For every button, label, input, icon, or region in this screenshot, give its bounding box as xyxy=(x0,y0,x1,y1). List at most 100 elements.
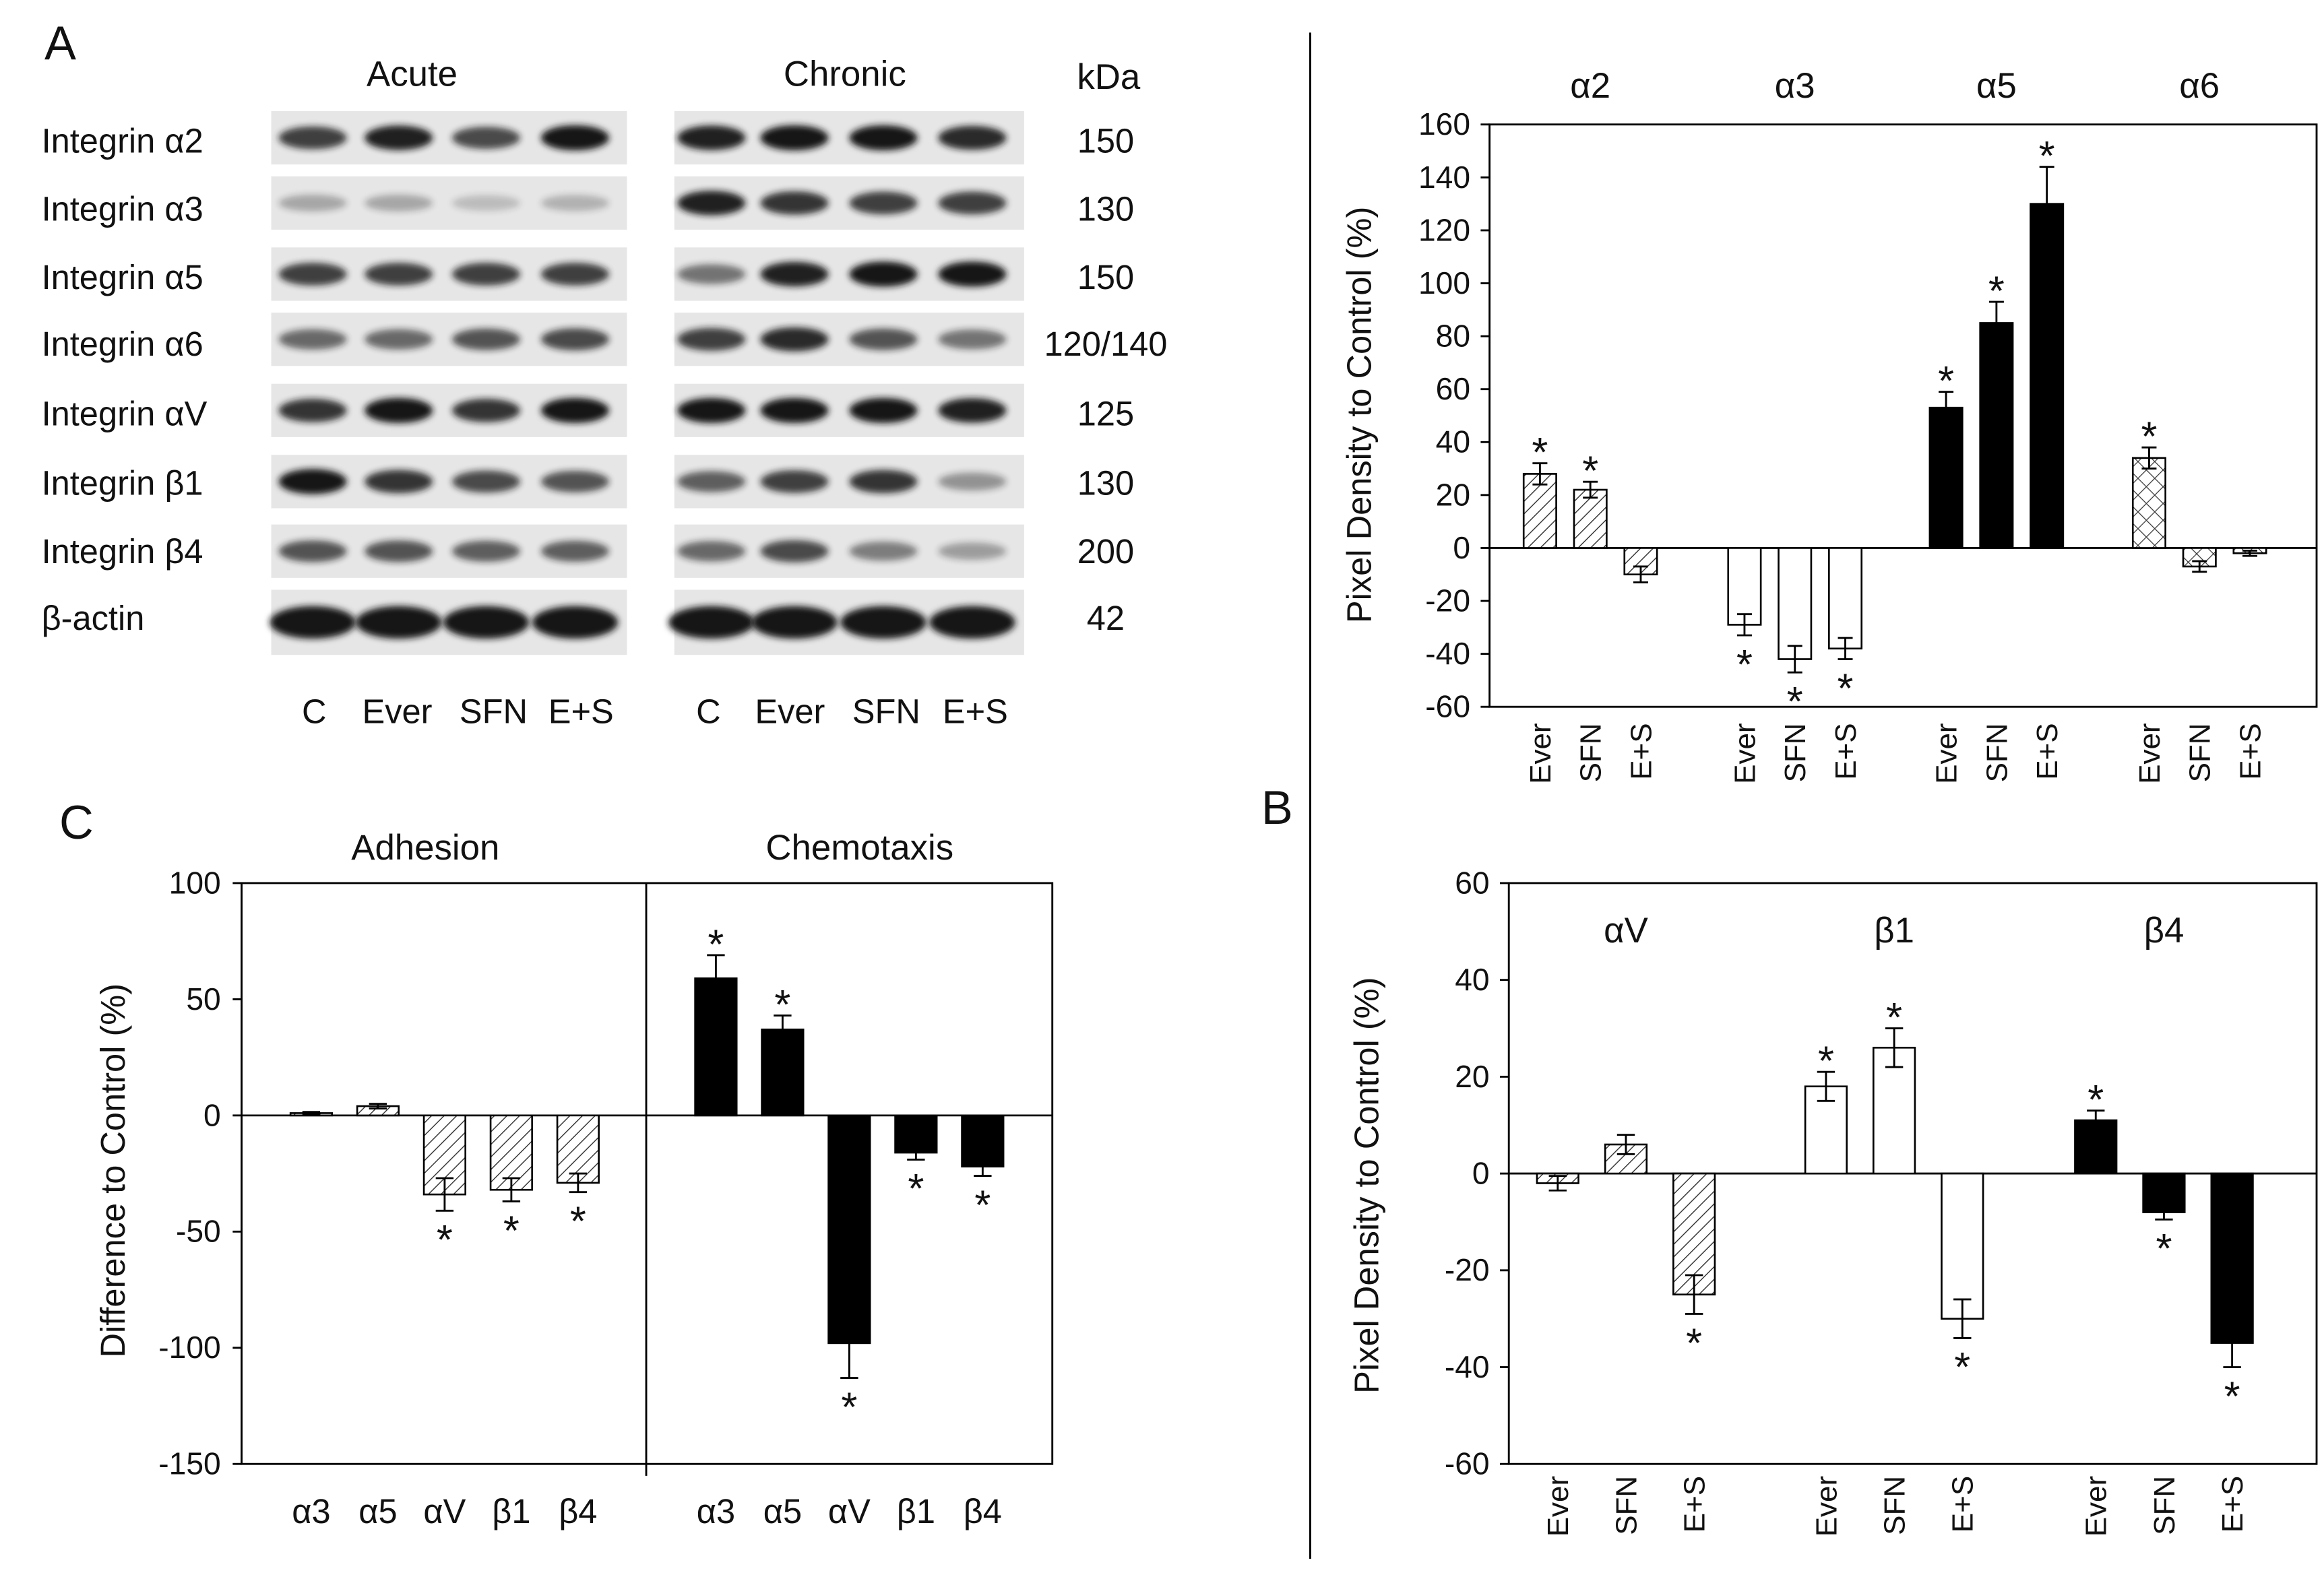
blot-row-label-integrin-alpha6: Integrin α6 xyxy=(42,325,203,363)
significance-asterisk-alpha3-sfn: * xyxy=(1787,678,1803,725)
blot-band-acute-integrin-alpha2-ever xyxy=(365,125,433,150)
bar-alpha5-e-plus-s xyxy=(2030,203,2065,549)
x-category-label-chemotaxis-alpha5: α5 xyxy=(763,1492,802,1530)
blot-band-chronic-integrin-alpha3-ever xyxy=(760,191,829,215)
y-tick-label: 60 xyxy=(1455,865,1489,900)
blot-band-acute-integrin-alpha2-sfn xyxy=(451,127,521,150)
blot-band-acute-integrin-alpha2-c xyxy=(278,126,347,150)
x-category-label-adhesion-beta4: β4 xyxy=(559,1492,597,1530)
significance-asterisk-chemotaxis-alpha3: * xyxy=(708,921,724,967)
blot-row-label-integrin-beta1: Integrin β1 xyxy=(42,464,203,503)
group-header-alphav: αV xyxy=(1604,911,1648,950)
significance-asterisk-alpha5-ever: * xyxy=(1938,358,1954,404)
y-tick-label: 50 xyxy=(186,981,220,1017)
blot-band-chronic-integrin-alpha2-sfn xyxy=(849,125,918,151)
blot-band-chronic-integrin-alphav-ever xyxy=(760,397,829,423)
blot-row-label-integrin-alphav: Integrin αV xyxy=(42,394,208,432)
blot-band-acute-integrin-alpha3-c xyxy=(278,194,347,212)
significance-asterisk-chemotaxis-beta4: * xyxy=(974,1182,991,1228)
y-tick-label: -40 xyxy=(1425,636,1470,671)
significance-asterisk-beta1-e-plus-s: * xyxy=(1954,1344,1970,1390)
significance-asterisk-adhesion-beta4: * xyxy=(570,1198,586,1244)
y-tick-label: 0 xyxy=(1453,530,1470,565)
blot-band-chronic-integrin-alpha3-e-plus-s xyxy=(938,191,1007,215)
bar-beta4-e-plus-s xyxy=(2210,1172,2254,1344)
lane-label-chronic-c: C xyxy=(696,692,721,730)
x-category-label-adhesion-beta1: β1 xyxy=(492,1492,530,1530)
blot-band-chronic-integrin-alpha2-c xyxy=(677,125,746,150)
blot-band-acute-integrin-alpha6-ever xyxy=(365,329,433,350)
blot-row-label-integrin-alpha2: Integrin α2 xyxy=(42,122,203,160)
adhesion-chemotaxis-chart: 100 50 0 -50 -100 -150 Difference to Control (… xyxy=(94,828,1054,1530)
x-category-label-chemotaxis-beta1: β1 xyxy=(897,1492,935,1530)
blot-band-acute-integrin-beta1-e-plus-s xyxy=(540,470,610,492)
y-tick-label: -50 xyxy=(176,1214,221,1249)
y-tick-label: 40 xyxy=(1436,424,1470,459)
y-tick-label: 140 xyxy=(1418,160,1470,195)
x-category-label-alphav-e-plus-s: E+S xyxy=(1678,1476,1711,1532)
y-tick-label: 160 xyxy=(1418,106,1470,141)
blot-band-acute-integrin-alphav-sfn xyxy=(451,398,521,422)
bar-alpha3-e-plus-s xyxy=(1828,547,1863,650)
blot-band-acute-integrin-beta1-c xyxy=(278,469,347,494)
y-tick-label: 120 xyxy=(1418,212,1470,247)
significance-asterisk-alpha5-e-plus-s: * xyxy=(2039,133,2055,179)
x-category-label-alpha3-ever: Ever xyxy=(1728,723,1761,783)
blot-kda-integrin-beta4: 200 xyxy=(1077,532,1134,571)
western-blot-panel: Acute Chronic kDa Integrin α2 150 Integrin α3… xyxy=(42,55,1168,731)
blot-band-chronic-integrin-alpha5-sfn xyxy=(849,261,918,287)
significance-asterisk-alpha3-ever: * xyxy=(1736,641,1753,688)
blot-band-chronic-integrin-beta1-sfn xyxy=(849,470,918,494)
y-tick-label: 20 xyxy=(1436,477,1470,512)
x-category-label-adhesion-alpha3: α3 xyxy=(292,1492,330,1530)
x-category-label-alpha2-ever: Ever xyxy=(1524,723,1557,783)
x-category-label-alpha6-ever: Ever xyxy=(2133,723,2166,783)
y-tick-label: -20 xyxy=(1445,1252,1490,1287)
x-category-label-alpha2-e-plus-s: E+S xyxy=(1625,723,1658,779)
blot-kda-integrin-alpha5: 150 xyxy=(1077,258,1134,296)
blot-condition-chronic: Chronic xyxy=(784,55,906,94)
blot-band-chronic-integrin-alpha5-c xyxy=(677,264,746,284)
bar-alpha3-sfn xyxy=(1778,547,1813,660)
blot-band-acute-beta-actin-e-plus-s xyxy=(532,606,619,639)
x-category-label-adhesion-alpha5: α5 xyxy=(358,1492,397,1530)
blot-band-chronic-integrin-alpha6-ever xyxy=(760,327,829,352)
blot-band-chronic-beta-actin-ever xyxy=(751,606,838,639)
blot-band-chronic-integrin-beta1-c xyxy=(677,471,746,492)
blot-band-chronic-integrin-alpha2-ever xyxy=(760,125,829,151)
blot-band-chronic-beta-actin-c xyxy=(668,606,755,639)
y-tick-label: 0 xyxy=(1472,1155,1490,1190)
significance-asterisk-alpha5-sfn: * xyxy=(1988,267,2005,314)
significance-asterisk-alpha3-e-plus-s: * xyxy=(1838,665,1854,711)
blot-band-chronic-integrin-alpha6-c xyxy=(677,327,746,351)
y-tick-label: 40 xyxy=(1455,962,1489,997)
bar-alpha3-ever xyxy=(1727,547,1762,626)
x-category-label-alpha6-e-plus-s: E+S xyxy=(2234,723,2267,779)
group-header-beta4: β4 xyxy=(2144,911,2185,950)
panel-label-a: A xyxy=(44,16,76,69)
significance-asterisk-beta1-ever: * xyxy=(1818,1038,1834,1085)
blot-band-acute-integrin-alpha5-ever xyxy=(365,262,433,286)
lane-label-chronic-e-plus-s: E+S xyxy=(943,692,1008,730)
bar-alpha5-ever xyxy=(1928,406,1964,549)
y-axis-title: Difference to Control (%) xyxy=(94,983,132,1358)
blot-row-label-integrin-alpha5: Integrin α5 xyxy=(42,258,203,296)
lane-label-acute-c: C xyxy=(302,692,327,730)
significance-asterisk-alpha6-ever: * xyxy=(2141,414,2157,460)
blot-band-acute-integrin-alpha3-e-plus-s xyxy=(540,195,610,212)
blot-band-chronic-integrin-alphav-c xyxy=(677,397,746,423)
blot-kda-integrin-alphav: 125 xyxy=(1077,394,1134,432)
blot-band-chronic-integrin-beta1-ever xyxy=(760,470,829,493)
y-axis-title: Pixel Density to Control (%) xyxy=(1348,977,1386,1394)
x-category-label-alphav-ever: Ever xyxy=(1542,1476,1575,1537)
blot-band-acute-integrin-beta4-sfn xyxy=(451,540,521,562)
lane-label-acute-sfn: SFN xyxy=(460,692,528,730)
y-tick-label: 20 xyxy=(1455,1059,1489,1094)
y-tick-label: -20 xyxy=(1425,583,1470,618)
blot-band-acute-integrin-beta4-e-plus-s xyxy=(540,540,610,562)
blot-band-acute-integrin-alpha3-ever xyxy=(365,194,433,212)
blot-kda-integrin-alpha3: 130 xyxy=(1077,190,1134,228)
blot-band-acute-integrin-beta4-ever xyxy=(365,540,433,562)
bar-alpha6-ever xyxy=(2131,457,2166,549)
